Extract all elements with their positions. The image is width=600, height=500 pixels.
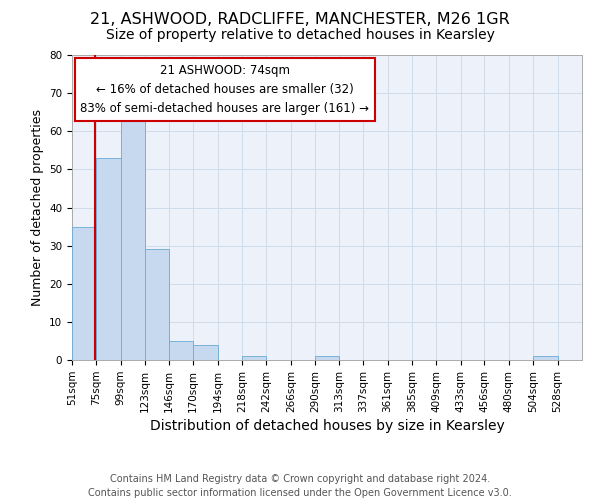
Bar (242, 356, 266, 360)
Bar (169, 341, 193, 360)
Bar (533, 356, 557, 360)
Bar (145, 250, 169, 360)
Bar (193, 345, 218, 360)
Bar (121, 108, 145, 360)
Text: 21, ASHWOOD, RADCLIFFE, MANCHESTER, M26 1GR: 21, ASHWOOD, RADCLIFFE, MANCHESTER, M26 … (90, 12, 510, 28)
X-axis label: Distribution of detached houses by size in Kearsley: Distribution of detached houses by size … (149, 419, 505, 433)
Text: Contains HM Land Registry data © Crown copyright and database right 2024.
Contai: Contains HM Land Registry data © Crown c… (88, 474, 512, 498)
Bar (97, 158, 121, 360)
Bar (315, 356, 339, 360)
Y-axis label: Number of detached properties: Number of detached properties (31, 109, 44, 306)
Text: 21 ASHWOOD: 74sqm
← 16% of detached houses are smaller (32)
83% of semi-detached: 21 ASHWOOD: 74sqm ← 16% of detached hous… (80, 64, 370, 115)
Bar (72, 226, 97, 360)
Text: Size of property relative to detached houses in Kearsley: Size of property relative to detached ho… (106, 28, 494, 42)
